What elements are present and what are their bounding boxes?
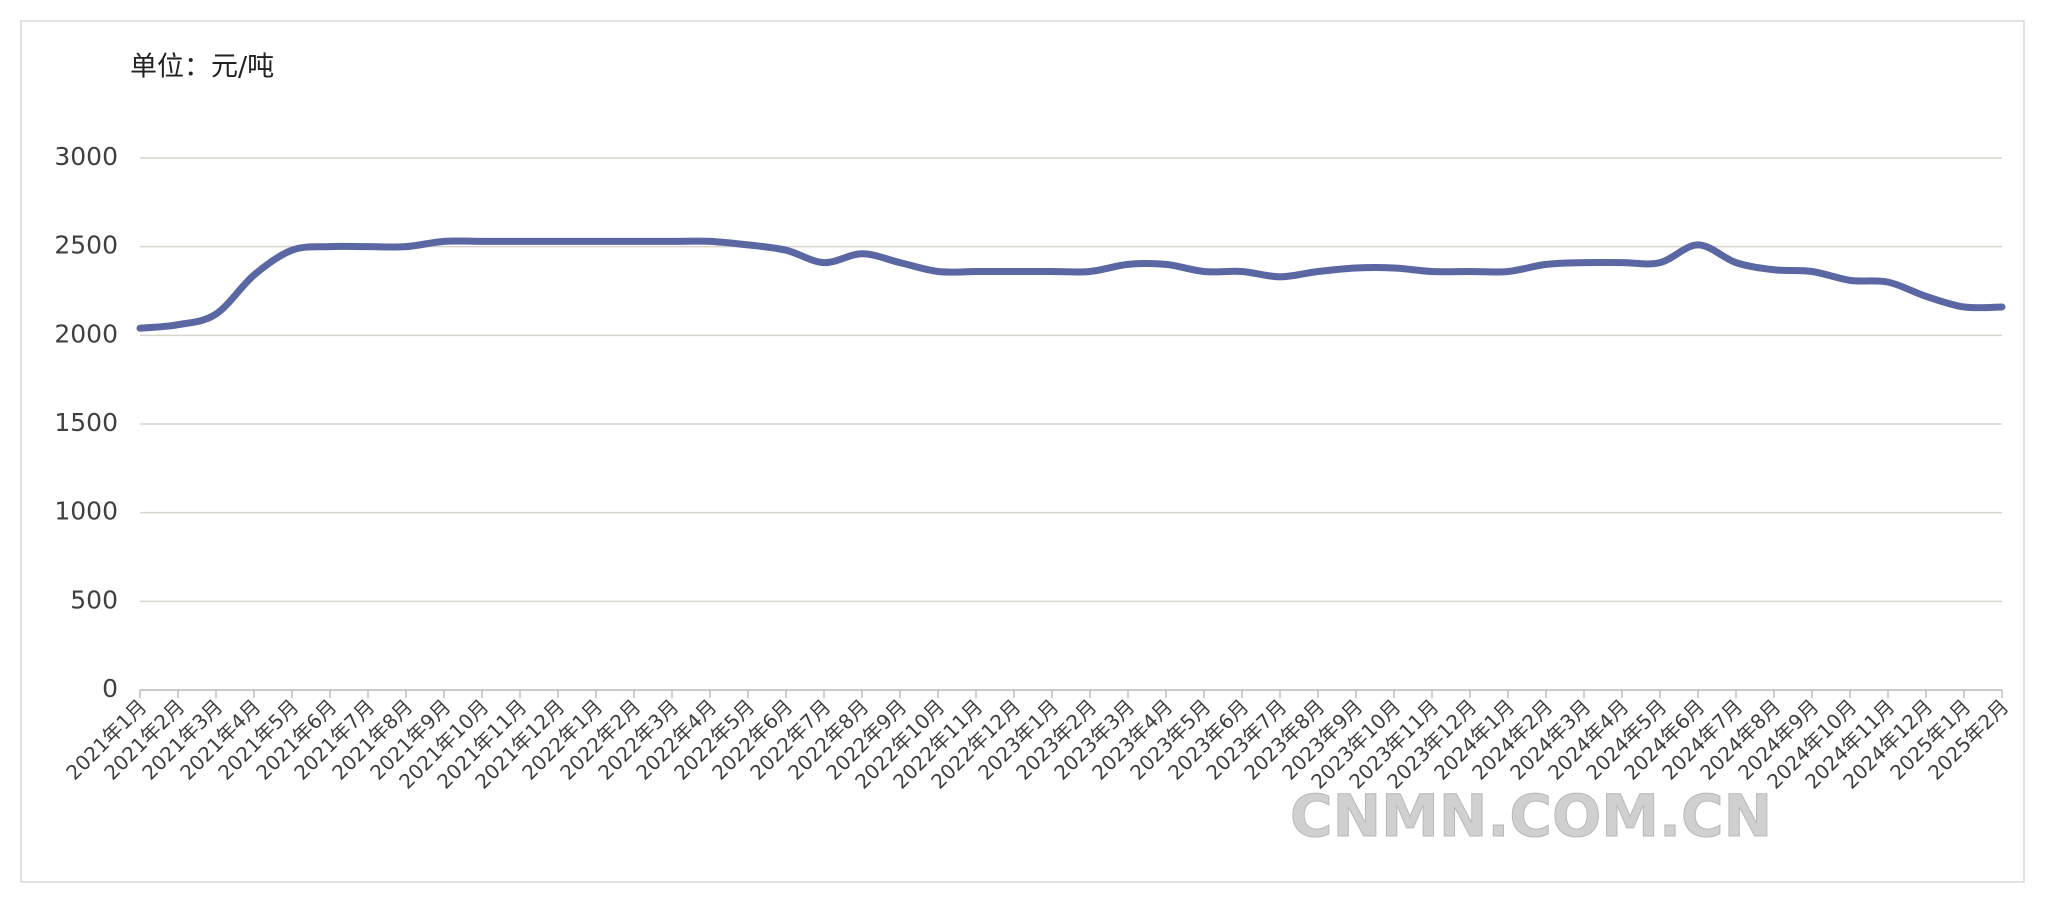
plot-area: 0500100015002000250030002021年1月2021年2月20… [54,142,2013,794]
y-tick-label: 1000 [54,497,118,526]
y-tick-label: 0 [102,674,118,703]
data-line [136,237,2006,332]
y-tick-label: 2500 [54,231,118,260]
y-tick-label: 3000 [54,142,118,171]
y-tick-label: 1500 [54,408,118,437]
watermark: CNMN.COM.CN [1290,782,1772,850]
y-tick-label: 2000 [54,319,118,348]
unit-label: 单位：元/吨 [130,52,274,83]
y-tick-label: 500 [70,585,118,614]
chart-frame [20,20,2025,883]
